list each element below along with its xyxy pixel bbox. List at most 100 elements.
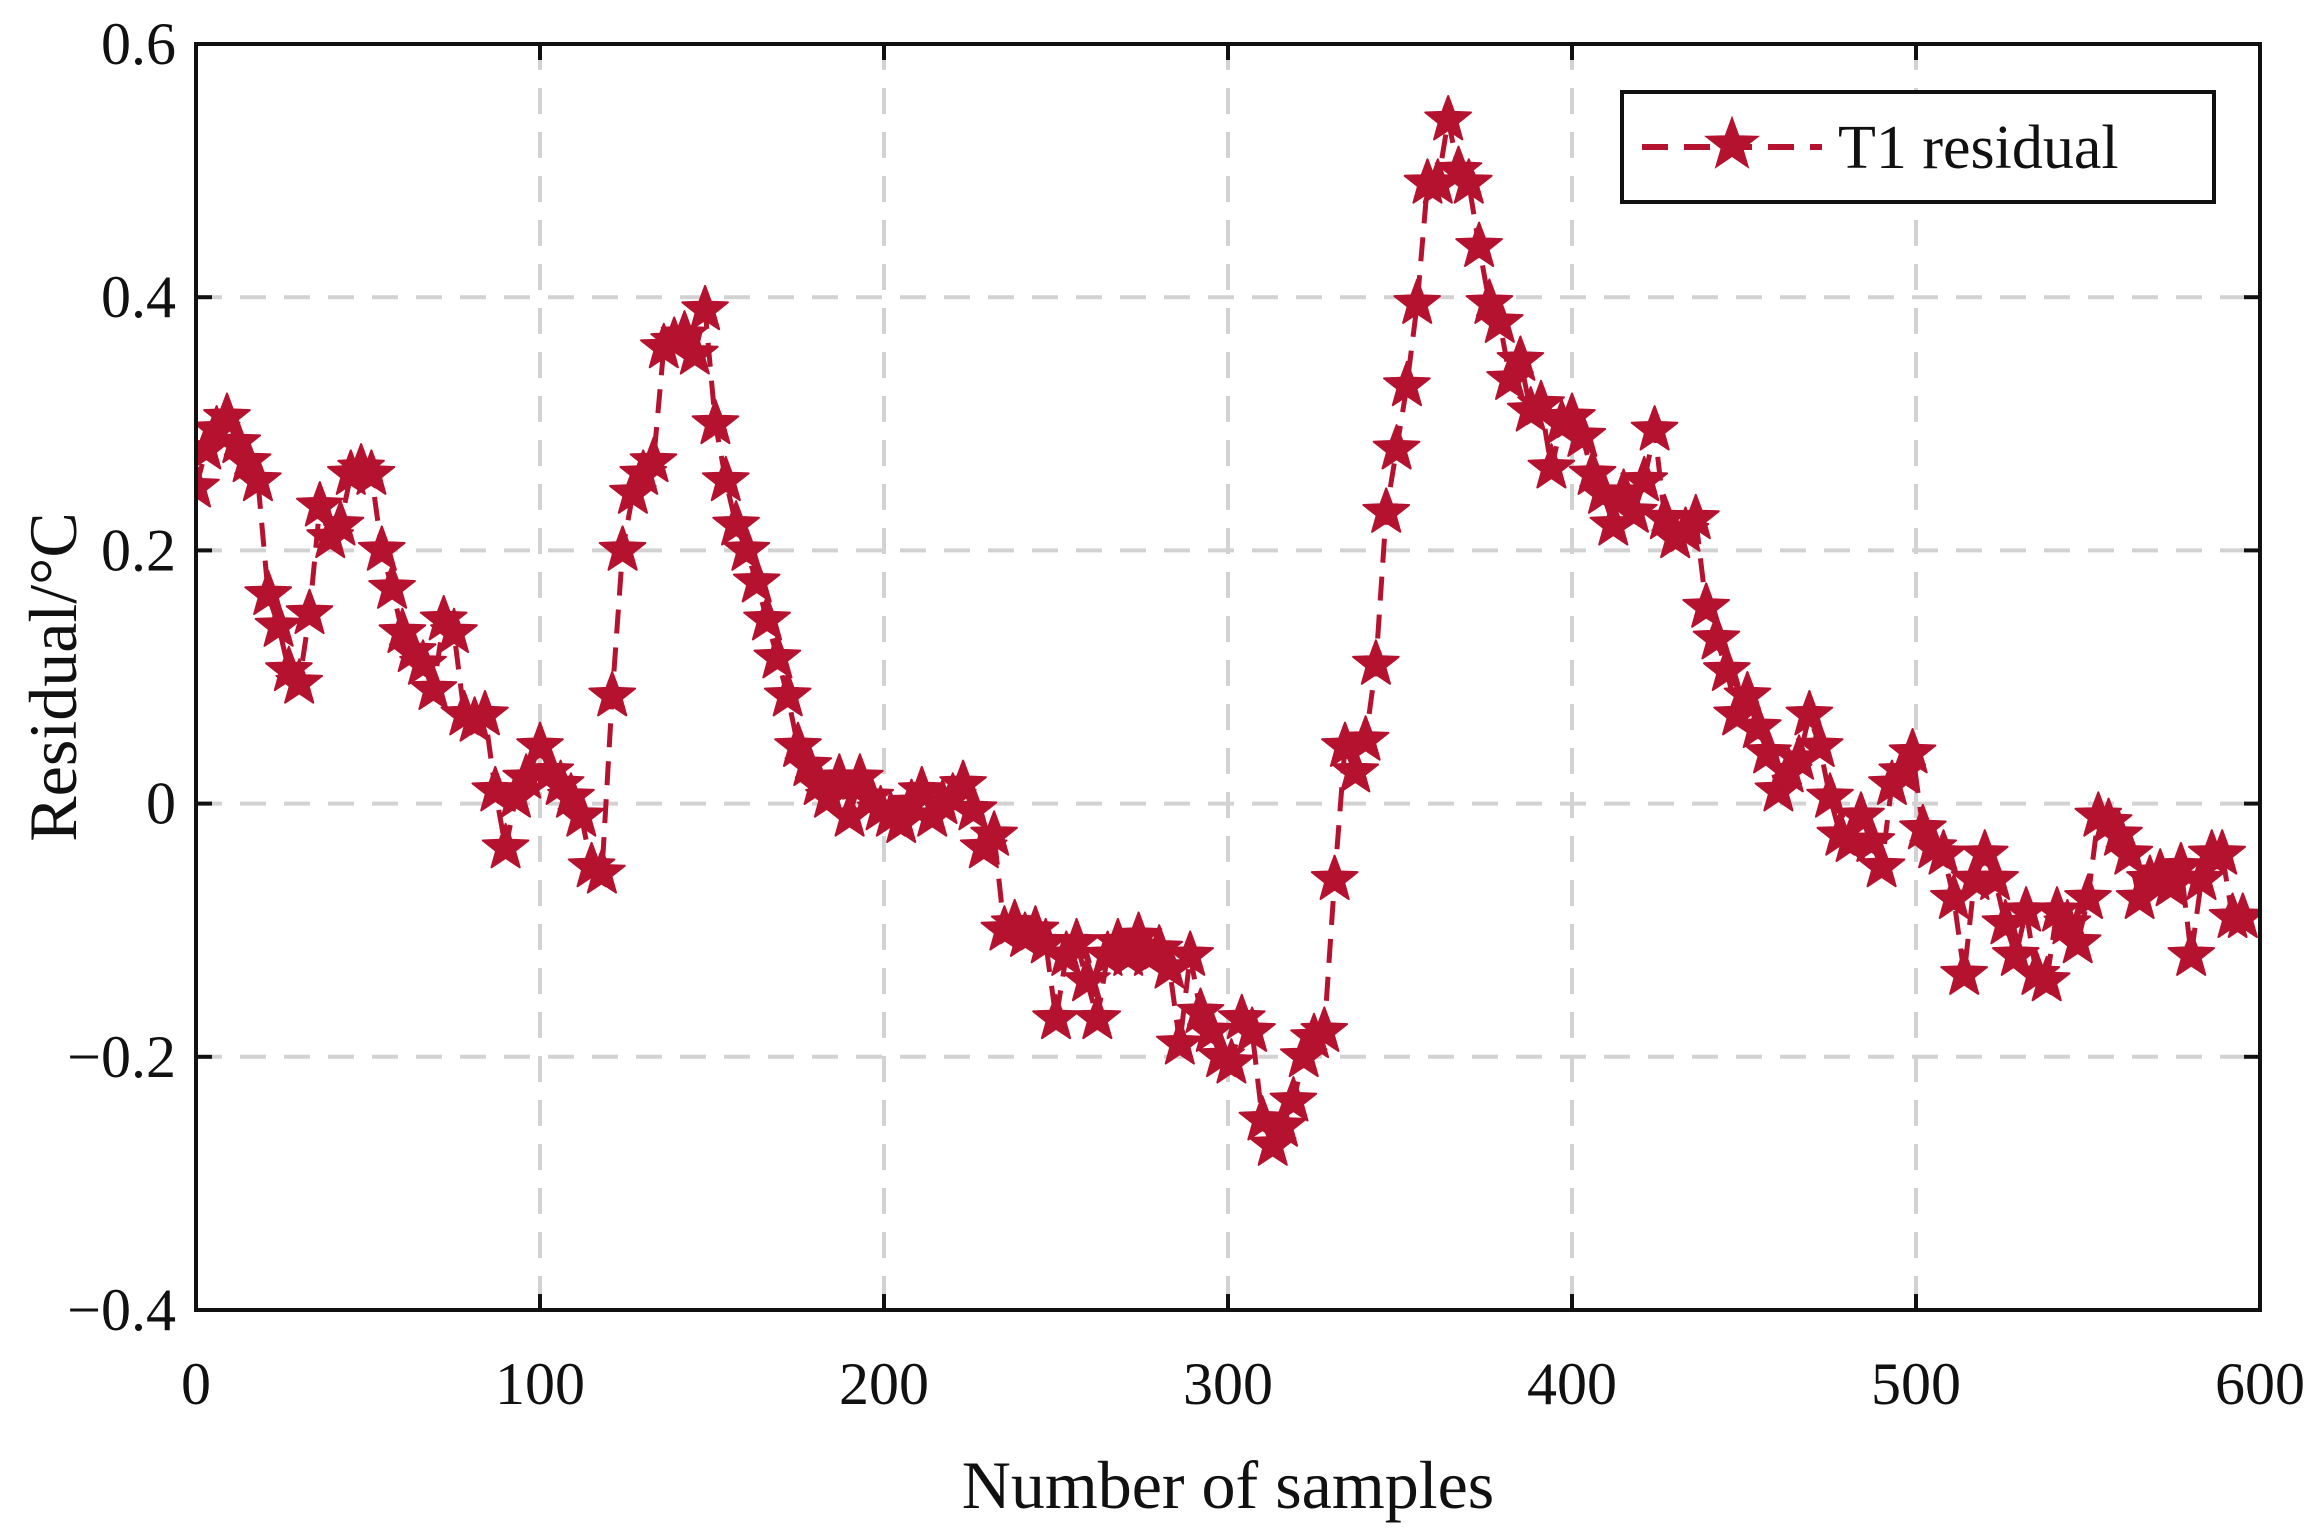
x-tick-label: 300	[1183, 1351, 1273, 1417]
data-point-star	[1496, 335, 1545, 381]
x-axis-title: Number of samples	[962, 1447, 1495, 1523]
data-point-star	[409, 664, 458, 711]
data-point-star	[2105, 829, 2154, 875]
tick-labels: 0 100 200 300 400 500 600 −0.4 −0.2 0 0.2 0.4 0.6	[67, 11, 2305, 1417]
data-point-star	[1795, 721, 1844, 767]
data-point-star	[949, 784, 998, 831]
data-point-star	[1971, 854, 2019, 900]
data-point-star	[461, 690, 509, 736]
data-point-star	[1331, 746, 1380, 793]
data-point-star	[1785, 690, 1834, 736]
data-point-star	[898, 765, 946, 812]
data-point-star	[1806, 772, 1854, 818]
data-point-star	[1847, 816, 1896, 862]
data-point-star	[1620, 455, 1669, 502]
data-point-star	[1837, 791, 1885, 837]
data-point-star	[681, 284, 729, 331]
data-point-star	[1187, 1006, 1235, 1052]
y-tick-label: −0.2	[67, 1024, 176, 1090]
data-point-star	[1692, 614, 1741, 660]
x-tick-label: 100	[495, 1351, 585, 1417]
data-point-star	[1723, 671, 1772, 717]
data-point-star	[598, 525, 647, 571]
data-point-star	[2022, 955, 2071, 1002]
data-point-star	[378, 607, 427, 654]
data-point-star	[712, 500, 760, 546]
data-point-star	[1352, 639, 1400, 685]
x-tick-label: 400	[1527, 1351, 1617, 1417]
data-point-star	[1052, 917, 1101, 964]
data-point-star	[1063, 955, 1111, 1002]
data-point-star	[836, 753, 884, 799]
data-point-star	[234, 455, 282, 502]
legend-star-marker	[1704, 115, 1760, 169]
data-point-star	[1744, 728, 1792, 774]
data-point-star	[1176, 987, 1225, 1033]
axis-ticks	[194, 42, 2262, 1312]
data-point-star	[660, 310, 709, 356]
data-point-star	[753, 633, 802, 679]
data-point-star	[254, 601, 303, 647]
x-tick-label: 500	[1871, 1351, 1961, 1417]
data-point-star	[1857, 841, 1906, 888]
data-point-star	[1393, 278, 1441, 324]
data-point-star	[1558, 411, 1607, 457]
data-point-star	[2043, 898, 2092, 945]
data-point-star	[244, 569, 293, 616]
data-point-star	[763, 671, 812, 717]
data-point-star	[1475, 297, 1524, 343]
data-point-star	[1527, 443, 1576, 489]
data-point-star	[1445, 158, 1493, 204]
data-point-star	[1341, 715, 1390, 761]
y-tick-label: 0.4	[101, 264, 176, 330]
data-point-star	[1156, 1019, 1204, 1065]
data-point-star	[939, 759, 987, 805]
data-point-star	[1961, 829, 2009, 875]
data-point-star	[1610, 487, 1658, 533]
data-point-star	[732, 557, 781, 603]
data-point-star	[196, 462, 220, 508]
x-tick-label: 600	[2215, 1351, 2305, 1417]
data-point-star	[1207, 1038, 1256, 1084]
series-layer	[196, 95, 2260, 1166]
data-point-star	[1991, 930, 2040, 976]
data-point-star	[2198, 829, 2246, 875]
data-point-star	[1672, 493, 1720, 540]
data-point-star	[1424, 95, 1472, 141]
data-point-star	[578, 848, 626, 894]
data-point-star	[1455, 221, 1503, 267]
legend: T1 residual	[1620, 90, 2216, 204]
data-point-star	[547, 772, 595, 818]
data-point-star	[1166, 930, 1214, 976]
data-point-star	[1114, 911, 1163, 957]
data-point-star	[1568, 449, 1617, 495]
y-tick-label: 0.6	[101, 11, 176, 77]
data-point-star	[1517, 379, 1565, 426]
data-point-star	[2177, 854, 2226, 900]
data-point-star	[1383, 360, 1431, 407]
y-tick-label: 0.2	[101, 517, 176, 583]
data-point-star	[691, 398, 740, 445]
data-point-star	[481, 822, 530, 869]
data-point-star	[557, 791, 606, 837]
data-point-star	[213, 417, 262, 464]
data-point-star	[347, 449, 396, 495]
data-point-star	[296, 481, 344, 527]
data-point-star	[1919, 829, 1968, 875]
data-point-star	[1940, 949, 1988, 995]
data-point-star	[316, 500, 365, 546]
y-tick-label: −0.4	[67, 1277, 176, 1343]
data-point-star	[1733, 702, 1782, 749]
legend-label: T1 residual	[1838, 114, 2119, 182]
data-point-star	[223, 436, 272, 483]
data-point-star	[970, 810, 1018, 856]
data-point-star	[1899, 803, 1947, 850]
data-point-star	[203, 392, 251, 438]
data-point-star	[1888, 728, 1937, 774]
data-point-star	[1259, 1101, 1307, 1147]
y-tick-label: 0	[146, 771, 176, 837]
data-point-star	[357, 525, 406, 571]
data-point-star	[1228, 1006, 1276, 1052]
data-point-star	[1073, 993, 1122, 1040]
